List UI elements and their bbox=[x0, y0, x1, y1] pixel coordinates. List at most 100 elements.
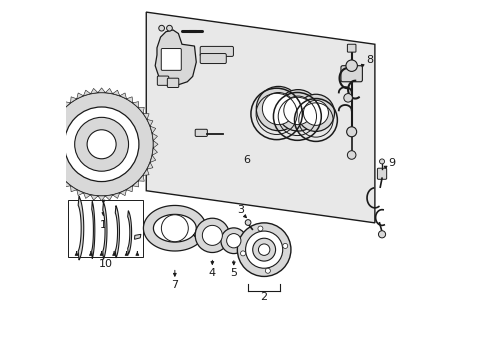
Polygon shape bbox=[152, 133, 157, 141]
Polygon shape bbox=[54, 113, 60, 120]
Text: 9: 9 bbox=[387, 158, 394, 168]
Polygon shape bbox=[155, 30, 196, 85]
Polygon shape bbox=[120, 190, 126, 195]
Text: 7: 7 bbox=[171, 280, 178, 290]
Circle shape bbox=[265, 268, 270, 273]
Circle shape bbox=[87, 130, 116, 159]
Circle shape bbox=[257, 226, 263, 231]
Polygon shape bbox=[105, 195, 112, 200]
Circle shape bbox=[245, 231, 282, 268]
Circle shape bbox=[346, 151, 355, 159]
Polygon shape bbox=[112, 193, 120, 198]
Polygon shape bbox=[143, 113, 149, 120]
Polygon shape bbox=[46, 133, 51, 141]
Text: 4: 4 bbox=[208, 268, 216, 278]
Polygon shape bbox=[90, 195, 98, 200]
FancyBboxPatch shape bbox=[157, 76, 168, 85]
Polygon shape bbox=[78, 196, 83, 260]
Circle shape bbox=[277, 90, 318, 131]
Polygon shape bbox=[143, 206, 206, 251]
Polygon shape bbox=[46, 148, 51, 155]
FancyBboxPatch shape bbox=[346, 44, 355, 52]
Polygon shape bbox=[112, 90, 120, 96]
Text: 10: 10 bbox=[99, 259, 113, 269]
Polygon shape bbox=[50, 120, 56, 126]
Circle shape bbox=[240, 251, 245, 256]
Bar bbox=[67, 200, 142, 257]
Polygon shape bbox=[64, 102, 70, 108]
Polygon shape bbox=[47, 155, 53, 162]
FancyBboxPatch shape bbox=[340, 66, 362, 82]
Polygon shape bbox=[45, 141, 50, 148]
Polygon shape bbox=[92, 202, 95, 258]
Text: 3: 3 bbox=[237, 205, 244, 215]
Polygon shape bbox=[126, 97, 132, 103]
Polygon shape bbox=[138, 175, 144, 181]
Circle shape bbox=[226, 234, 241, 248]
Polygon shape bbox=[138, 107, 144, 113]
Polygon shape bbox=[150, 155, 156, 162]
Circle shape bbox=[303, 100, 328, 125]
FancyBboxPatch shape bbox=[377, 168, 386, 179]
Circle shape bbox=[166, 25, 172, 31]
Polygon shape bbox=[47, 126, 53, 133]
Polygon shape bbox=[83, 90, 90, 96]
Circle shape bbox=[244, 220, 250, 225]
Polygon shape bbox=[83, 193, 90, 198]
Circle shape bbox=[346, 127, 356, 137]
Polygon shape bbox=[70, 97, 77, 103]
Polygon shape bbox=[50, 162, 56, 169]
Circle shape bbox=[297, 94, 334, 131]
Circle shape bbox=[202, 225, 222, 246]
FancyBboxPatch shape bbox=[167, 78, 179, 87]
Circle shape bbox=[283, 96, 312, 125]
Text: 2: 2 bbox=[260, 292, 267, 302]
Circle shape bbox=[345, 60, 357, 71]
Polygon shape bbox=[132, 181, 138, 187]
FancyBboxPatch shape bbox=[200, 54, 226, 64]
FancyBboxPatch shape bbox=[195, 129, 207, 136]
FancyBboxPatch shape bbox=[161, 49, 181, 70]
Polygon shape bbox=[98, 196, 105, 201]
Polygon shape bbox=[150, 126, 156, 133]
Circle shape bbox=[64, 107, 139, 181]
Text: 6: 6 bbox=[242, 156, 249, 165]
Polygon shape bbox=[146, 12, 374, 223]
Circle shape bbox=[159, 25, 164, 31]
Circle shape bbox=[161, 215, 188, 242]
Polygon shape bbox=[152, 148, 157, 155]
Polygon shape bbox=[132, 102, 138, 108]
Text: 8: 8 bbox=[365, 55, 372, 64]
Polygon shape bbox=[127, 211, 131, 254]
FancyBboxPatch shape bbox=[200, 46, 233, 57]
Polygon shape bbox=[90, 89, 98, 94]
Circle shape bbox=[195, 218, 229, 252]
Circle shape bbox=[379, 159, 384, 164]
Polygon shape bbox=[153, 141, 158, 148]
Circle shape bbox=[252, 238, 275, 261]
Circle shape bbox=[221, 228, 246, 253]
Polygon shape bbox=[147, 120, 153, 126]
Polygon shape bbox=[59, 175, 65, 181]
Polygon shape bbox=[54, 169, 60, 175]
Polygon shape bbox=[98, 88, 105, 93]
Text: 1: 1 bbox=[100, 220, 107, 230]
Circle shape bbox=[262, 93, 294, 125]
Polygon shape bbox=[102, 202, 107, 259]
Polygon shape bbox=[59, 107, 65, 113]
Polygon shape bbox=[143, 169, 149, 175]
Polygon shape bbox=[115, 206, 119, 258]
Polygon shape bbox=[134, 234, 141, 239]
Polygon shape bbox=[126, 186, 132, 192]
Circle shape bbox=[282, 243, 287, 248]
Polygon shape bbox=[120, 93, 126, 99]
Circle shape bbox=[50, 93, 153, 196]
Circle shape bbox=[256, 86, 300, 131]
Polygon shape bbox=[147, 162, 153, 169]
Polygon shape bbox=[70, 186, 77, 192]
Circle shape bbox=[258, 244, 269, 255]
Polygon shape bbox=[105, 89, 112, 94]
Text: 5: 5 bbox=[230, 268, 237, 278]
Polygon shape bbox=[64, 181, 70, 187]
Circle shape bbox=[378, 231, 385, 238]
